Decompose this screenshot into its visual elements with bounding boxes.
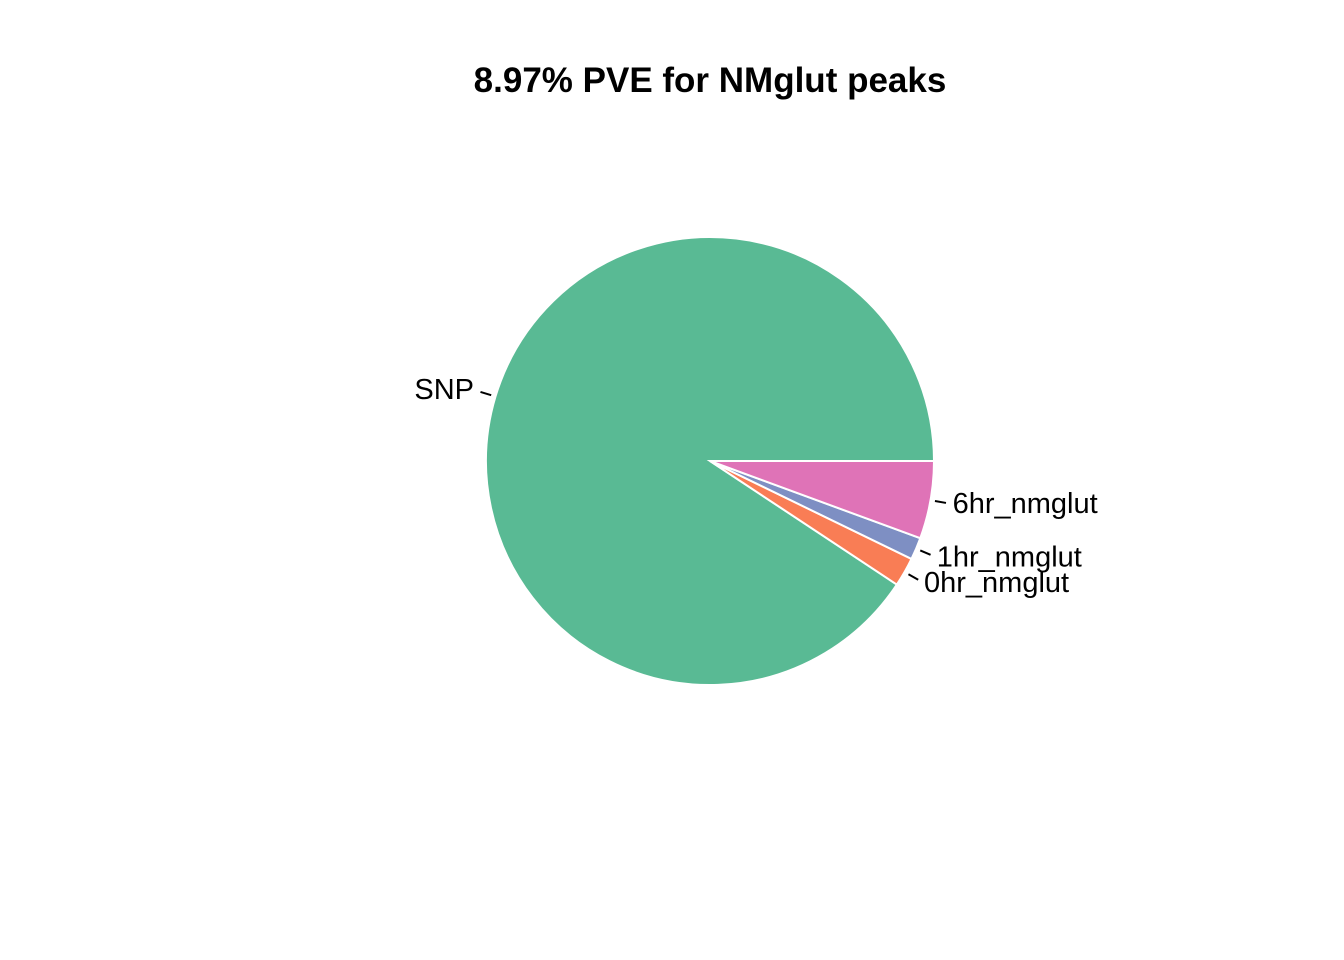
leader-line-snp (480, 392, 491, 395)
leader-line-6hr-nmglut (935, 501, 946, 503)
slice-label-1hr-nmglut: 1hr_nmglut (937, 541, 1082, 573)
slice-label-snp: SNP (414, 374, 474, 406)
leader-line-0hr-nmglut (908, 574, 918, 580)
pie-slices (486, 237, 934, 685)
chart-title: 8.97% PVE for NMglut peaks (474, 61, 947, 100)
leader-line-1hr-nmglut (920, 550, 930, 554)
slice-label-6hr-nmglut: 6hr_nmglut (953, 488, 1098, 520)
